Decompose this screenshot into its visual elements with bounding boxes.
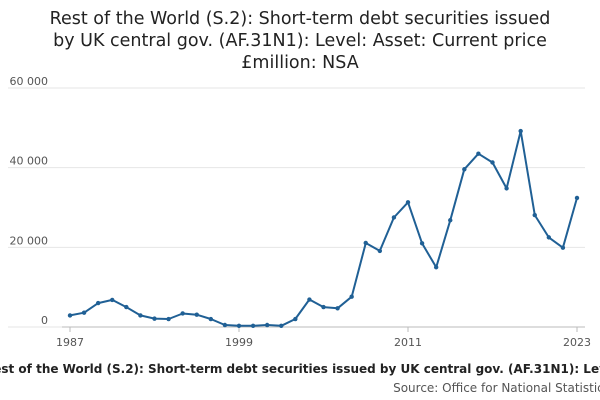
- chart-title: Rest of the World (S.2): Short-term debt…: [0, 8, 600, 74]
- data-point[interactable]: [236, 323, 242, 329]
- data-point[interactable]: [518, 128, 523, 134]
- data-point[interactable]: [321, 304, 326, 310]
- series-layer: [67, 128, 580, 329]
- data-point[interactable]: [560, 245, 566, 250]
- data-point[interactable]: [166, 316, 171, 322]
- data-point[interactable]: [433, 265, 439, 270]
- data-point[interactable]: [532, 212, 537, 218]
- data-point[interactable]: [335, 306, 340, 311]
- y-tick-label: 60 000: [10, 75, 49, 88]
- data-point[interactable]: [67, 313, 73, 318]
- data-point[interactable]: [264, 322, 270, 328]
- data-point[interactable]: [476, 151, 481, 156]
- data-point[interactable]: [448, 218, 453, 223]
- data-point[interactable]: [349, 294, 354, 299]
- data-point[interactable]: [279, 323, 284, 329]
- y-tick-label: 40 000: [10, 155, 49, 168]
- x-tick-label: 1987: [56, 336, 84, 349]
- chart-title-line: by UK central gov. (AF.31N1): Level: Ass…: [53, 31, 547, 51]
- footer-series-title-text: Rest of the World (S.2): Short-term debt…: [0, 362, 600, 376]
- data-point[interactable]: [504, 186, 509, 191]
- data-point[interactable]: [419, 241, 425, 246]
- data-point[interactable]: [250, 323, 256, 329]
- data-point[interactable]: [293, 316, 298, 322]
- data-point[interactable]: [194, 312, 199, 317]
- chart-title-line: £million: NSA: [241, 53, 359, 73]
- data-point[interactable]: [490, 160, 495, 165]
- source-label: Source: Office for National Statistics: [393, 381, 600, 395]
- data-point[interactable]: [546, 235, 552, 240]
- data-point[interactable]: [222, 322, 228, 328]
- data-point[interactable]: [110, 297, 115, 303]
- data-point[interactable]: [138, 313, 143, 318]
- data-point[interactable]: [95, 300, 101, 306]
- data-point[interactable]: [391, 215, 397, 220]
- series-line: [69, 130, 578, 327]
- data-point[interactable]: [307, 297, 312, 302]
- data-point[interactable]: [180, 311, 185, 316]
- data-point[interactable]: [462, 167, 467, 172]
- x-tick-label: 1999: [225, 336, 253, 349]
- y-tick-label: 20 000: [10, 234, 49, 247]
- data-point[interactable]: [152, 316, 157, 321]
- data-point[interactable]: [363, 240, 368, 246]
- x-axis-ticks: 1987 1999 2011 2023: [56, 327, 591, 349]
- y-tick-label: 0: [41, 314, 48, 327]
- x-tick-label: 2011: [394, 336, 422, 349]
- data-point[interactable]: [574, 195, 580, 201]
- data-point[interactable]: [208, 316, 214, 322]
- footer-series-title: Rest of the World (S.2): Short-term debt…: [0, 362, 600, 378]
- y-axis-ticks: 0 20 000 40 000 60 000: [10, 75, 49, 327]
- data-point[interactable]: [81, 310, 87, 315]
- data-point[interactable]: [124, 304, 129, 310]
- x-tick-label: 2023: [563, 336, 591, 349]
- chart-title-line: Rest of the World (S.2): Short-term debt…: [49, 9, 551, 29]
- data-point[interactable]: [377, 248, 383, 254]
- gridlines: [8, 87, 585, 328]
- data-point[interactable]: [405, 200, 411, 205]
